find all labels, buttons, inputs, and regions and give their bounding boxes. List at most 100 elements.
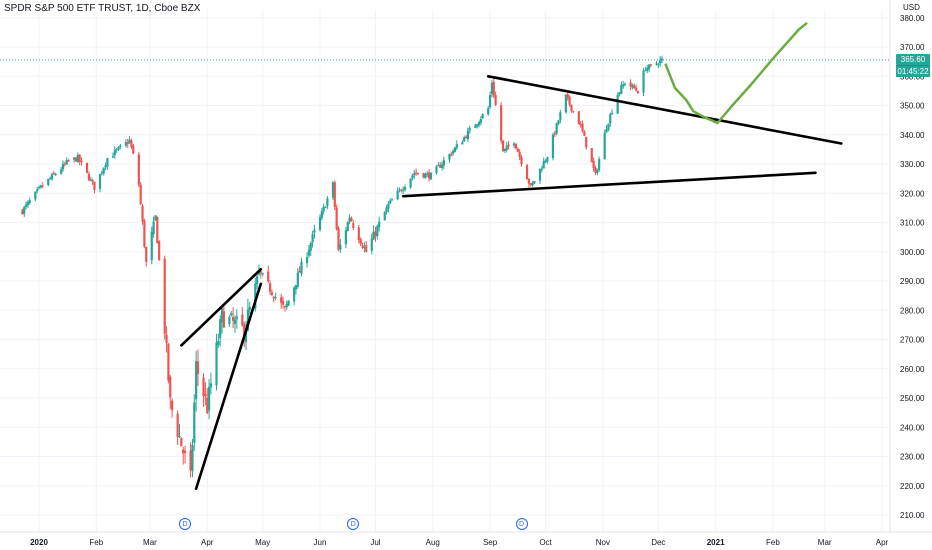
candle <box>389 198 392 205</box>
candle <box>80 157 83 166</box>
candle <box>67 159 70 163</box>
candle <box>320 207 323 221</box>
triangle-lower-line[interactable] <box>401 171 817 198</box>
candle <box>464 135 468 139</box>
candle <box>348 214 351 225</box>
candle <box>570 104 573 113</box>
candle <box>137 151 140 187</box>
candle <box>176 410 179 445</box>
candle <box>439 161 442 169</box>
candle <box>372 225 375 240</box>
candle <box>296 267 299 289</box>
candle <box>222 306 225 328</box>
candle <box>450 151 453 157</box>
x-tick-label: Feb <box>89 538 103 547</box>
wedge-lower-line[interactable] <box>194 282 263 491</box>
candle <box>455 140 458 151</box>
candle <box>415 168 418 176</box>
dividend-marker[interactable]: D <box>347 518 360 530</box>
candle <box>169 374 172 409</box>
candle <box>143 218 146 249</box>
candle <box>139 181 142 206</box>
candle <box>644 66 647 72</box>
candle <box>505 141 508 153</box>
candle <box>41 182 44 189</box>
candle <box>546 156 549 164</box>
candle <box>402 186 405 194</box>
candle <box>463 135 466 143</box>
candle <box>383 211 386 221</box>
wedge-upper-line[interactable] <box>180 267 263 347</box>
x-tick-label: Aug <box>426 538 440 547</box>
candle <box>141 203 144 225</box>
candle <box>337 226 340 252</box>
candle <box>529 182 532 187</box>
candle <box>154 215 157 221</box>
candle <box>193 394 196 451</box>
candle <box>111 152 115 158</box>
candle <box>230 310 233 317</box>
candle <box>568 95 571 107</box>
candle <box>272 296 275 303</box>
candle <box>610 109 614 115</box>
candle <box>132 143 135 155</box>
dividend-marker[interactable]: D <box>179 518 192 530</box>
candle <box>514 143 518 150</box>
candle <box>293 286 296 306</box>
candle <box>564 94 567 114</box>
candle <box>156 216 159 244</box>
candle <box>24 201 28 210</box>
candle <box>448 153 451 164</box>
candle <box>426 170 429 178</box>
candle <box>631 83 634 90</box>
candle <box>660 55 664 64</box>
candle <box>267 265 270 283</box>
candle <box>411 173 414 181</box>
candle <box>167 342 170 384</box>
x-tick-label: Jul <box>370 538 380 547</box>
candle <box>359 237 362 247</box>
candle <box>579 121 582 128</box>
candle <box>474 123 477 128</box>
chart-title: SPDR S&P 500 ETF TRUST, 1D, Cboe BZX <box>4 3 201 14</box>
candle <box>100 170 103 176</box>
candle <box>124 139 127 148</box>
candle <box>531 180 534 187</box>
candle <box>182 446 185 465</box>
candle <box>152 216 155 238</box>
candle <box>487 105 490 116</box>
candle <box>217 333 220 348</box>
candle <box>235 309 238 329</box>
candle <box>28 197 31 205</box>
candle <box>516 147 519 152</box>
candle <box>52 171 55 175</box>
candle <box>268 280 272 296</box>
candle <box>391 197 394 201</box>
dividend-marker[interactable]: D <box>515 518 528 530</box>
candle <box>540 165 543 173</box>
candle <box>424 172 427 179</box>
candle <box>490 80 494 98</box>
candle <box>113 146 116 159</box>
candle <box>150 226 153 265</box>
triangle-upper-line[interactable] <box>486 75 843 145</box>
candle <box>287 300 290 306</box>
x-tick-label: Dec <box>651 538 665 547</box>
candle <box>583 129 586 136</box>
y-tick-label: 300.00 <box>900 248 925 257</box>
candle <box>544 159 547 164</box>
candle <box>189 442 192 478</box>
candle <box>183 445 187 464</box>
candle <box>476 124 479 129</box>
candle <box>365 241 368 253</box>
projection-curve[interactable] <box>664 22 808 125</box>
candle <box>400 188 403 193</box>
candle <box>555 122 558 136</box>
candle <box>533 180 536 185</box>
candle <box>48 176 52 180</box>
candle <box>605 125 608 134</box>
candle <box>180 437 183 447</box>
x-tick-label: Jun <box>314 538 327 547</box>
candle <box>453 146 457 153</box>
